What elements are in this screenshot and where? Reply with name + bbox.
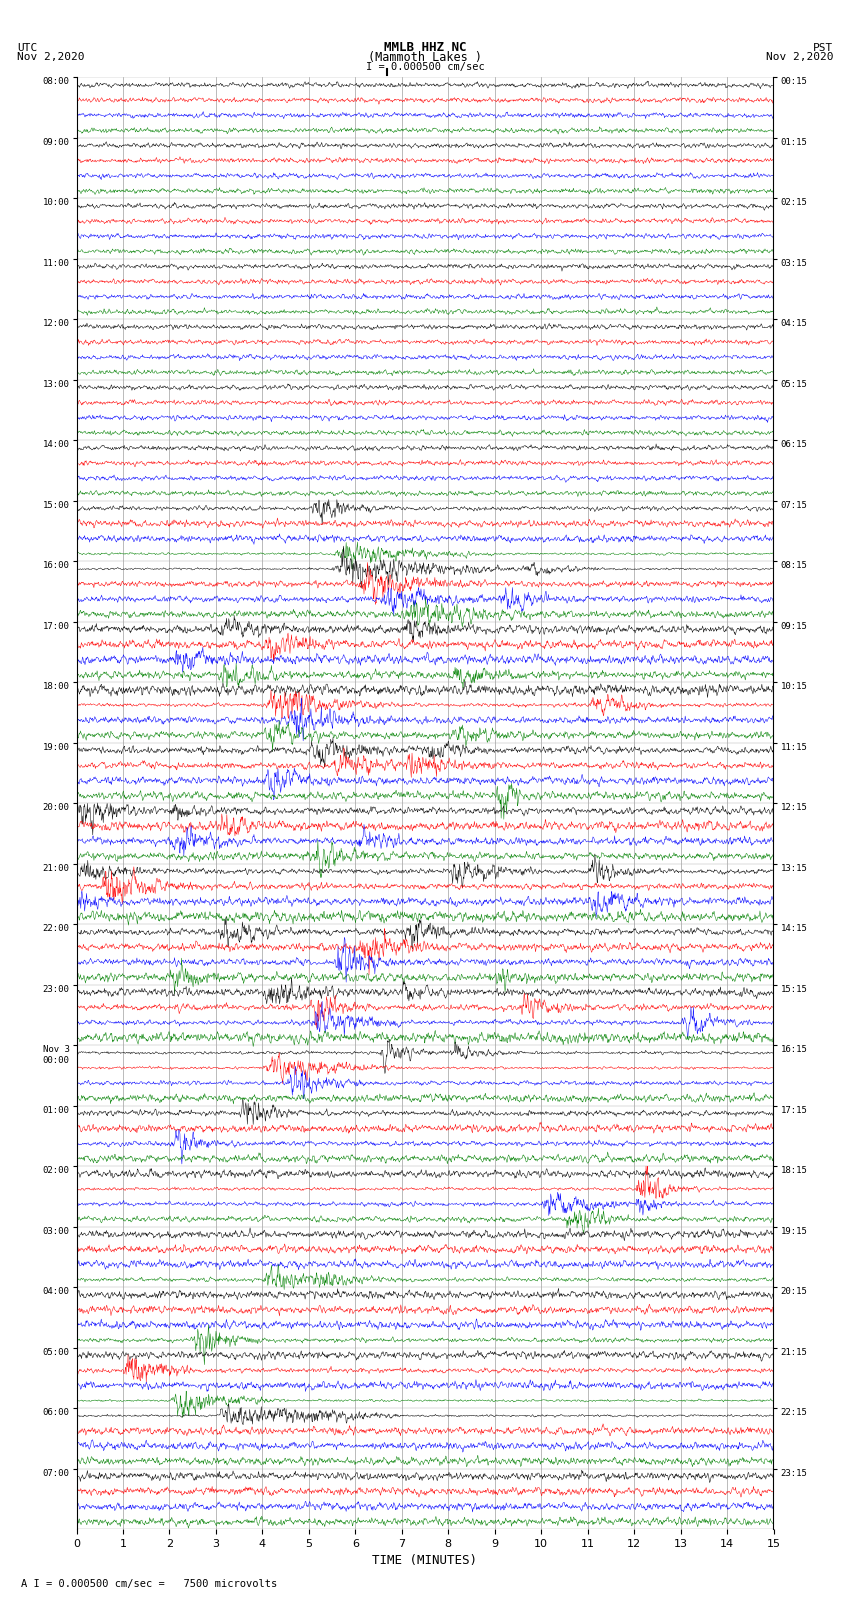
Text: Nov 2,2020: Nov 2,2020 (766, 52, 833, 63)
Text: PST: PST (813, 44, 833, 53)
Text: UTC: UTC (17, 44, 37, 53)
Text: A I = 0.000500 cm/sec =   7500 microvolts: A I = 0.000500 cm/sec = 7500 microvolts (21, 1579, 277, 1589)
Text: I = 0.000500 cm/sec: I = 0.000500 cm/sec (366, 61, 484, 71)
Text: (Mammoth Lakes ): (Mammoth Lakes ) (368, 50, 482, 65)
Text: MMLB HHZ NC: MMLB HHZ NC (383, 40, 467, 53)
Text: Nov 2,2020: Nov 2,2020 (17, 52, 84, 63)
X-axis label: TIME (MINUTES): TIME (MINUTES) (372, 1555, 478, 1568)
